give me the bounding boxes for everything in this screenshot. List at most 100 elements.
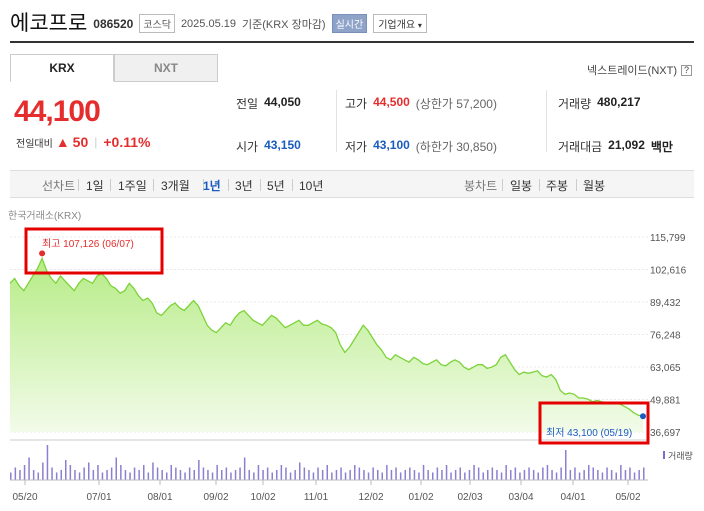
- volume-bar: [198, 460, 200, 480]
- volume-bar: [473, 465, 475, 480]
- nxt-link-label: 넥스트레이드(NXT): [586, 65, 677, 77]
- market-badge: 코스닥: [139, 13, 175, 33]
- volume-bar: [610, 470, 613, 480]
- current-price: 44,100: [14, 95, 101, 128]
- volume-bar: [106, 470, 108, 480]
- volume-bar: [574, 467, 576, 480]
- volume-bar: [60, 470, 62, 480]
- stat-open: 시가 43,150: [236, 138, 301, 155]
- volume-bar: [216, 465, 218, 480]
- x-tick-label: 05/20: [12, 492, 37, 503]
- volume-bar: [624, 470, 627, 480]
- volume-bar: [588, 465, 590, 480]
- quote-date: 2025.05.19: [180, 17, 236, 30]
- stat-high: 고가 44,500 (상한가 57,200): [345, 95, 497, 112]
- x-tick-label: 10/02: [250, 492, 275, 503]
- volume-bar: [546, 465, 549, 480]
- stat-value: 44,050: [264, 95, 301, 109]
- y-tick-label: 89,432: [650, 298, 681, 309]
- volume-bar: [422, 465, 425, 480]
- change-value: 50: [72, 134, 89, 150]
- volume-bar: [583, 470, 585, 480]
- volume-bar: [450, 472, 452, 480]
- volume-bar: [418, 472, 420, 480]
- help-icon[interactable]: ?: [681, 64, 692, 76]
- volume-bar: [459, 467, 461, 480]
- nxt-link[interactable]: 넥스트레이드(NXT) ?: [587, 62, 692, 78]
- x-tick-label: 05/02: [615, 492, 640, 503]
- range-1y[interactable]: 1년: [203, 179, 221, 193]
- exchange-tabs: KRX NXT: [10, 54, 218, 82]
- volume-bar: [565, 450, 567, 480]
- range-1d[interactable]: 1일: [86, 179, 104, 193]
- volume-bar: [363, 470, 365, 480]
- volume-bar: [32, 470, 35, 480]
- x-tick-label: 04/01: [560, 492, 585, 503]
- tab-krx[interactable]: KRX: [10, 54, 114, 82]
- period-divider: [539, 179, 540, 191]
- volume-bar: [170, 465, 172, 480]
- volume-bar: [129, 472, 131, 480]
- x-tick-label: 09/02: [203, 492, 228, 503]
- stat-unit: 백만: [650, 140, 673, 154]
- stats-divider: [336, 90, 337, 152]
- volume-bar: [308, 470, 310, 480]
- x-tick-label: 02/03: [457, 492, 482, 503]
- volume-bar: [523, 470, 526, 480]
- volume-bar: [101, 472, 104, 480]
- volume-bar: [179, 470, 182, 480]
- candle-daily[interactable]: 일봉: [510, 179, 533, 193]
- stat-value: 480,217: [597, 95, 641, 109]
- candle-weekly[interactable]: 주봉: [546, 179, 569, 193]
- line-chart-label: 선차트: [42, 179, 76, 193]
- volume-bar: [234, 470, 237, 480]
- volume-bar: [551, 470, 553, 480]
- volume-bar: [124, 470, 127, 480]
- period-divider: [203, 179, 204, 191]
- volume-bar: [381, 472, 383, 480]
- range-5y[interactable]: 5년: [267, 179, 285, 193]
- stat-label: 거래대금: [558, 140, 603, 154]
- company-info-dropdown[interactable]: 기업개요 ▾: [373, 13, 427, 33]
- volume-bar: [78, 472, 81, 480]
- period-divider: [78, 179, 79, 191]
- period-divider: [260, 179, 261, 191]
- realtime-button[interactable]: 실시간: [331, 13, 368, 33]
- y-tick-label: 63,065: [650, 363, 681, 374]
- range-3y[interactable]: 3년: [235, 179, 253, 193]
- volume-bar: [321, 470, 324, 480]
- volume-bar: [28, 457, 30, 480]
- stock-header: 에코프로 086520 코스닥 2025.05.19 기준(KRX 장마감) 실…: [10, 8, 427, 36]
- volume-bar: [592, 467, 594, 480]
- volume-bar: [331, 472, 333, 480]
- volume-legend-swatch: [663, 451, 665, 459]
- price-chart[interactable]: 한국거래소(KRX) 115,799 102,616 89,432 76,248 63,…: [0, 205, 704, 511]
- volume-bar: [597, 470, 599, 480]
- volume-bar: [578, 472, 581, 480]
- volume-bar: [19, 470, 21, 480]
- low-highlight-box: [538, 401, 650, 445]
- volume-bar: [620, 465, 622, 480]
- volume-bar: [638, 470, 640, 480]
- volume-bar: [542, 467, 544, 480]
- tab-nxt[interactable]: NXT: [114, 54, 218, 82]
- volume-bar: [372, 467, 374, 480]
- range-3m[interactable]: 3개월: [161, 179, 190, 193]
- volume-bar: [74, 470, 76, 480]
- volume-bar: [37, 472, 39, 480]
- volume-bar: [133, 467, 136, 480]
- high-marker: [39, 250, 46, 257]
- candle-monthly[interactable]: 월봉: [583, 179, 606, 193]
- range-1w[interactable]: 1주일: [118, 179, 147, 193]
- x-tick-label: 07/01: [86, 492, 111, 503]
- stats-divider: [546, 90, 547, 152]
- range-10y[interactable]: 10년: [299, 179, 324, 193]
- stat-low: 저가 43,100 (하한가 30,850): [345, 138, 497, 155]
- volume-bar: [606, 467, 608, 480]
- price-line: [9, 256, 644, 417]
- volume-bar: [46, 445, 49, 480]
- volume-bar: [555, 472, 558, 480]
- volume-bar: [120, 465, 122, 480]
- volume-bar: [404, 470, 406, 480]
- high-label: 최고 107,126 (06/07): [42, 238, 134, 250]
